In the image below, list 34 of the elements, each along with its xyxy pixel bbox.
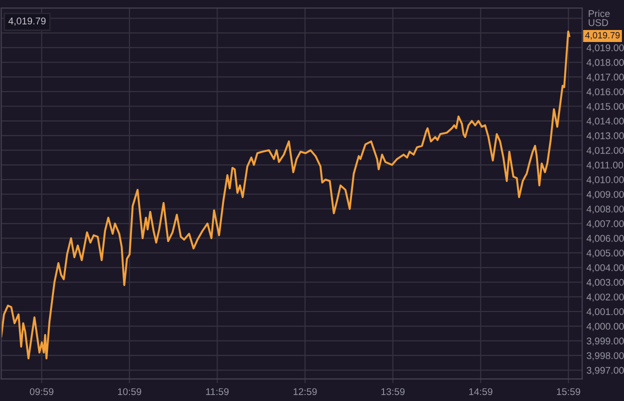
y-tick-label: 4,004.00 — [586, 264, 624, 272]
y-tick-label: 4,015.00 — [586, 102, 624, 112]
y-tick-label: 3,997.00 — [586, 366, 624, 375]
y-tick-label: 4,000.00 — [586, 322, 624, 331]
line-series — [1, 30, 570, 360]
x-tick-label: 10:59 — [118, 388, 142, 396]
x-tick-label: 14:59 — [469, 388, 492, 396]
y-tick-label: 4,016.00 — [586, 88, 624, 96]
y-tick-label: 4,005.00 — [586, 250, 624, 258]
y-tick-label: 4,009.00 — [586, 190, 624, 199]
y-tick-label: 4,019.00 — [586, 44, 624, 52]
y-tick-label: 4,006.00 — [586, 234, 624, 243]
y-tick-label: 4,001.00 — [586, 308, 624, 316]
y-tick-label: 4,017.00 — [586, 74, 624, 82]
x-tick-label: 15:59 — [557, 388, 580, 396]
y-tick-label: 4,010.00 — [586, 176, 624, 184]
x-tick-label: 09:59 — [30, 388, 54, 396]
y-tick-label: 4,003.00 — [586, 278, 624, 287]
y-tick-label: 4,013.00 — [586, 132, 624, 140]
y-tick-label: 4,014.00 — [586, 118, 624, 126]
y-tick-label: 3,999.00 — [586, 338, 624, 346]
y-tick-label: 4,002.00 — [586, 294, 624, 302]
y-tick-label: 4,008.00 — [586, 206, 624, 214]
y-tick-label: 4,011.00 — [586, 162, 624, 170]
x-tick-label: 11:59 — [206, 388, 229, 396]
annotation: 4,019.79 — [8, 18, 46, 26]
y-tick-label: 4,018.00 — [586, 59, 624, 68]
y-axis-title: Price USD — [588, 10, 610, 26]
y-tick-label: 3,998.00 — [586, 352, 624, 360]
y-tick-label: 4,007.00 — [586, 220, 624, 228]
y-tick-label: 4,012.00 — [586, 146, 624, 155]
x-tick-label: 12:59 — [294, 388, 317, 396]
x-tick-label: 13:59 — [381, 388, 405, 396]
annotation: 4,019.79 — [585, 32, 620, 40]
